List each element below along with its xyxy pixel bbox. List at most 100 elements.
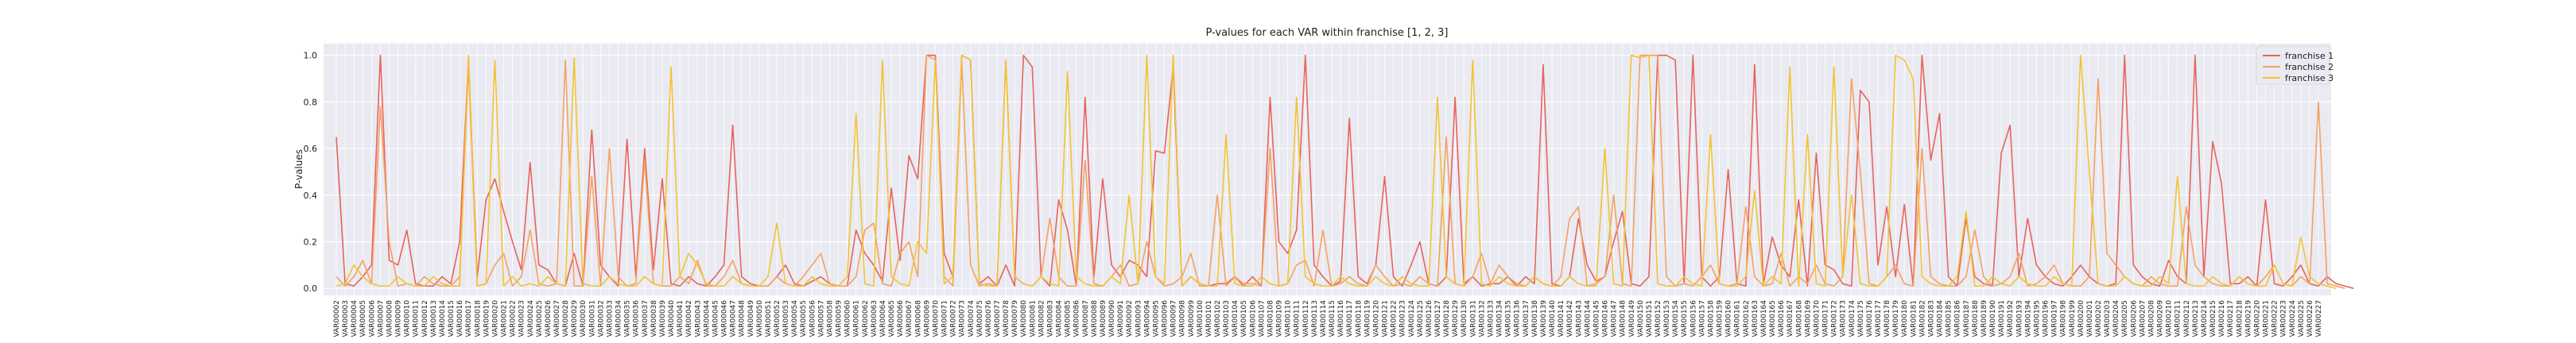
x-tick-label: VAR00071 [941,300,949,337]
x-tick-label: VAR00132 [1478,300,1486,337]
x-tick-label: VAR00077 [994,300,1002,337]
legend-label: franchise 2 [2285,62,2334,72]
y-tick-label: 0.4 [304,191,318,201]
x-tick-label: VAR00075 [976,300,984,337]
x-tick-label: VAR00202 [2095,300,2103,337]
x-tick-label: VAR00185 [1946,300,1953,337]
x-tick-label: VAR00046 [721,300,729,337]
x-tick-label: VAR00070 [932,300,940,337]
x-tick-label: VAR00176 [1866,300,1874,337]
legend-label: franchise 1 [2285,51,2334,61]
x-tick-label: VAR00031 [588,300,596,337]
x-tick-label: VAR00211 [2174,300,2182,337]
x-tick-label: VAR00192 [2007,300,2015,337]
x-tick-label: VAR00087 [1082,300,1090,337]
x-tick-label: VAR00161 [1734,300,1742,337]
x-tick-label: VAR00105 [1240,300,1248,337]
x-tick-label: VAR00217 [2227,300,2235,337]
series-lines [336,54,2354,289]
y-tick-label: 0.8 [304,97,318,107]
x-tick-label: VAR00197 [2051,300,2059,337]
x-tick-label: VAR00056 [809,300,817,337]
x-tick-label: VAR00128 [1443,300,1451,337]
y-tick-labels: 0.0 0.2 0.4 0.6 0.8 1.0 [304,51,318,295]
x-tick-label: VAR00095 [1152,300,1160,337]
x-tick-label: VAR00069 [923,300,931,337]
x-tick-label: VAR00062 [862,300,870,337]
x-tick-label: VAR00220 [2253,300,2261,337]
x-tick-label: VAR00067 [906,300,914,337]
x-tick-label: VAR00208 [2147,300,2155,337]
x-tick-label: VAR00224 [2289,300,2297,337]
x-tick-label: VAR00091 [1117,300,1125,337]
x-tick-label: VAR00037 [642,300,650,337]
x-tick-label: VAR00018 [474,300,482,337]
x-tick-label: VAR00094 [1143,300,1151,337]
x-tick-label: VAR00102 [1214,300,1222,337]
x-tick-label: VAR00189 [1980,300,1988,337]
x-tick-label: VAR00196 [2043,300,2050,337]
x-tick-label: VAR00022 [510,300,518,337]
x-tick-label: VAR00002 [333,300,341,337]
x-tick-label: VAR00123 [1399,300,1407,337]
x-tick-label: VAR00020 [491,300,499,337]
x-tick-label: VAR00057 [817,300,825,337]
x-tick-label: VAR00170 [1813,300,1821,337]
x-tick-label: VAR00205 [2121,300,2129,337]
x-tick-label: VAR00210 [2166,300,2174,337]
x-tick-label: VAR00039 [659,300,667,337]
x-tick-label: VAR00136 [1514,300,1522,337]
x-tick-label: VAR00051 [765,300,773,337]
x-tick-label: VAR00093 [1135,300,1143,337]
x-tick-label: VAR00159 [1717,300,1724,337]
x-tick-label: VAR00201 [2086,300,2094,337]
x-tick-label: VAR00058 [826,300,834,337]
x-tick-label: VAR00061 [853,300,861,337]
x-tick-label: VAR00090 [1108,300,1116,337]
x-tick-label: VAR00215 [2209,300,2217,337]
x-tick-label: VAR00010 [404,300,412,337]
x-tick-label: VAR00003 [342,300,350,337]
x-tick-label: VAR00145 [1593,300,1600,337]
x-tick-label: VAR00137 [1523,300,1530,337]
x-tick-label: VAR00162 [1743,300,1751,337]
x-tick-label: VAR00206 [2130,300,2138,337]
x-tick-label: VAR00092 [1126,300,1134,337]
x-tick-label: VAR00200 [2077,300,2085,337]
x-tick-label: VAR00100 [1197,300,1205,337]
x-tick-label: VAR00221 [2263,300,2271,337]
x-tick-label: VAR00066 [897,300,905,337]
x-tick-label: VAR00167 [1787,300,1794,337]
x-tick-label: VAR00226 [2306,300,2314,337]
series-line-3 [336,54,2337,289]
x-tick-label: VAR00097 [1170,300,1178,337]
x-tick-label: VAR00055 [800,300,808,337]
y-tick-label: 0.6 [304,144,318,154]
x-tick-label: VAR00134 [1496,300,1504,337]
x-tick-label: VAR00178 [1884,300,1891,337]
x-tick-label: VAR00157 [1698,300,1706,337]
x-tick-label: VAR00016 [456,300,464,337]
x-tick-label: VAR00012 [421,300,429,337]
x-tick-label: VAR00063 [871,300,879,337]
x-tick-label: VAR00199 [2069,300,2077,337]
x-tick-label: VAR00182 [1918,300,1926,337]
x-tick-label: VAR00009 [395,300,403,337]
chart-title: P-values for each VAR within franchise [… [1206,27,1449,39]
x-tick-label: VAR00060 [844,300,852,337]
x-tick-label: VAR00088 [1091,300,1099,337]
x-tick-label: VAR00108 [1267,300,1274,337]
x-tick-label: VAR00017 [465,300,473,337]
x-tick-label: VAR00121 [1382,300,1390,337]
x-tick-labels: VAR00002 VAR00003 VAR00004 VAR00005 VAR00006… [333,300,2323,337]
x-tick-label: VAR00141 [1558,300,1565,337]
x-tick-label: VAR00035 [624,300,632,337]
x-tick-label: VAR00147 [1611,300,1619,337]
x-tick-label: VAR00126 [1426,300,1433,337]
x-tick-label: VAR00227 [2315,300,2323,337]
x-tick-label: VAR00153 [1663,300,1671,337]
x-tick-label: VAR00124 [1408,300,1416,337]
x-tick-label: VAR00173 [1840,300,1848,337]
x-tick-label: VAR00203 [2104,300,2112,337]
x-tick-label: VAR00005 [359,300,367,337]
